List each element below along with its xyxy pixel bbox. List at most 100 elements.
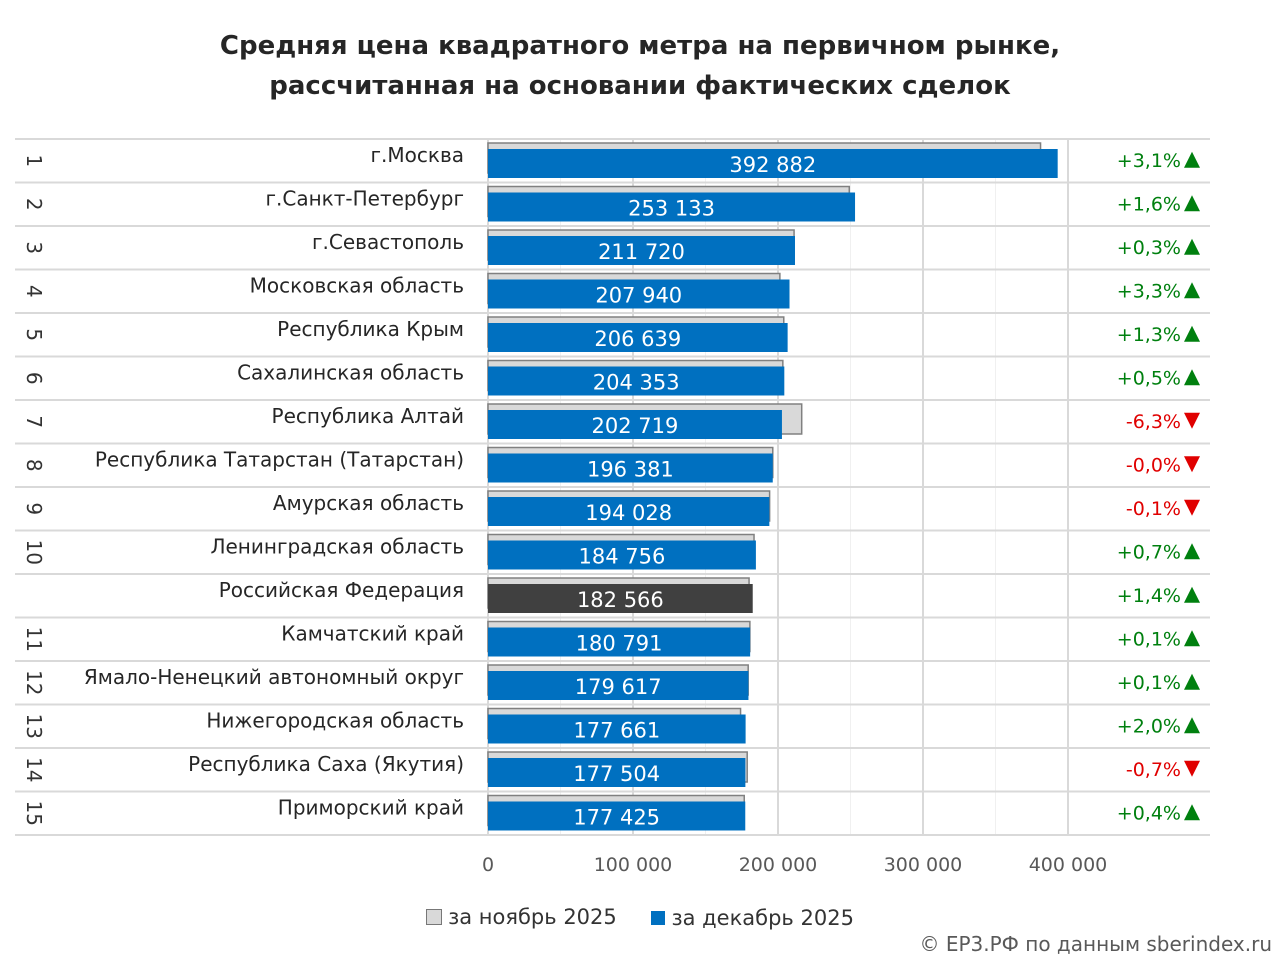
bar-december [488,584,753,613]
rank-label: 13 [22,714,46,739]
value-label: 180 791 [576,632,663,656]
triangle-up-icon [1184,543,1200,560]
value-label: 177 425 [573,806,660,830]
value-label: 206 639 [594,327,681,351]
triangle-up-icon [1184,238,1200,255]
bar-december [488,540,756,570]
legend-item-november: за ноябрь 2025 [426,905,617,929]
bar-december [488,497,770,526]
change-label: +0,1% [1117,672,1181,694]
value-label: 392 882 [729,153,816,177]
category-label: Сахалинская область [237,360,464,384]
bar-december [488,453,773,483]
x-tick-label: 0 [482,854,494,876]
category-label: Ямало-Ненецкий автономный округ [84,665,464,689]
rank-label: 3 [22,241,46,254]
triangle-up-icon [1184,325,1200,342]
bar-december [488,801,746,831]
value-label: 194 028 [585,501,672,525]
category-label: Республика Татарстан (Татарстан) [95,447,464,471]
value-label: 196 381 [587,458,674,482]
bar-december [488,758,746,787]
triangle-up-icon [1184,717,1200,734]
change-label: -0,0% [1126,454,1181,476]
category-label: Республика Алтай [272,404,464,428]
category-label: Российская Федерация [219,578,464,602]
value-label: 253 133 [628,197,715,221]
change-label: +0,4% [1117,802,1181,824]
value-label: 182 566 [577,588,664,612]
x-tick-label: 300 000 [884,854,963,876]
bar-december [488,671,749,700]
legend-label-december: за декабрь 2025 [671,906,854,930]
bar-december [488,236,795,265]
value-label: 207 940 [595,284,682,308]
rank-label: 9 [22,502,46,515]
rank-label: 14 [22,757,46,782]
value-label: 204 353 [593,371,680,395]
triangle-up-icon [1184,151,1200,168]
change-label: -6,3% [1126,411,1181,433]
bar-december [488,714,746,744]
x-tick-label: 100 000 [594,854,673,876]
category-label: г.Санкт-Петербург [266,186,464,210]
change-label: +2,0% [1117,715,1181,737]
change-label: +3,3% [1117,280,1181,302]
rank-label: 7 [22,415,46,428]
legend-swatch-december [651,911,666,925]
bar-december [488,279,790,309]
triangle-up-icon [1184,282,1200,299]
rank-label: 2 [22,198,46,211]
category-label: Приморский край [278,795,464,819]
change-label: +0,1% [1117,628,1181,650]
category-label: г.Севастополь [312,230,464,254]
title-line-2: рассчитанная на основании фактических сд… [269,71,1011,101]
triangle-up-icon [1184,630,1200,647]
rank-label: 4 [22,285,46,298]
bar-december [488,192,856,222]
change-label: +1,3% [1117,324,1181,346]
rank-label: 5 [22,328,46,341]
legend-swatch-november [426,909,443,925]
bar-december [488,149,1058,178]
x-tick-label: 200 000 [739,854,818,876]
change-label: -0,7% [1126,759,1181,781]
rank-label: 15 [22,801,46,826]
value-label: 177 661 [573,719,660,743]
bar-december [488,627,751,657]
triangle-up-icon [1184,673,1200,690]
rank-label: 6 [22,372,46,385]
triangle-up-icon [1184,804,1200,821]
legend: за ноябрь 2025 за декабрь 2025 [0,905,1280,930]
legend-item-december: за декабрь 2025 [651,906,854,930]
bar-december [488,366,785,396]
value-label: 177 504 [573,762,660,786]
rank-label: 1 [22,154,46,167]
change-label: +3,1% [1117,150,1181,172]
title-line-1: Средняя цена квадратного метра на первич… [219,31,1061,61]
rank-label: 10 [22,540,46,565]
bar-december [488,323,788,352]
triangle-down-icon [1184,499,1200,516]
value-label: 184 756 [579,545,666,569]
category-label: Нижегородская область [206,708,464,732]
bar-december [488,410,782,439]
change-label: +1,6% [1117,193,1181,215]
triangle-up-icon [1184,369,1200,386]
rank-label: 8 [22,459,46,472]
triangle-up-icon [1184,586,1200,603]
rank-label: 12 [22,670,46,695]
credit: © ЕР3.РФ по данным sberindex.ru [919,932,1272,956]
category-label: Камчатский край [281,621,464,645]
change-label: +0,3% [1117,237,1181,259]
triangle-down-icon [1184,456,1200,473]
chart-title: Средняя цена квадратного метра на первич… [0,26,1280,106]
category-label: Республика Крым [277,317,464,341]
change-label: +0,7% [1117,541,1181,563]
change-label: +1,4% [1117,585,1181,607]
category-label: Амурская область [273,491,464,515]
value-label: 211 720 [598,240,685,264]
legend-label-november: за ноябрь 2025 [448,905,617,929]
category-label: Республика Саха (Якутия) [188,752,464,776]
